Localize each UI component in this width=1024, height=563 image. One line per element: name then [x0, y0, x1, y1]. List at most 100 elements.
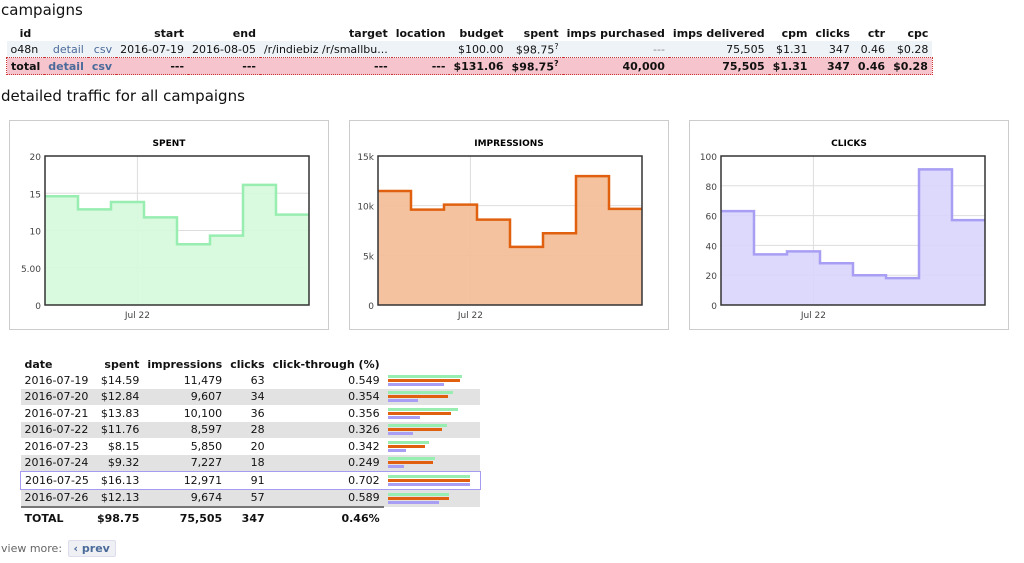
cell-end: --- [188, 57, 260, 75]
spent-note-marker[interactable]: ? [554, 58, 559, 68]
table-row[interactable]: 2016-07-26 $12.13 9,674 57 0.589 [20, 489, 481, 507]
cell-clicks: 347 [811, 41, 854, 58]
bar-spent [387, 391, 453, 395]
bar-impressions [387, 496, 449, 500]
cell-clicks: 34 [226, 388, 269, 405]
total-row: TOTAL $98.75 75,505 347 0.46% [20, 506, 481, 528]
cell-spent: $12.13 [92, 489, 144, 507]
y-tick-label: 15 [30, 190, 41, 200]
bar-spent [387, 457, 435, 461]
bar-spent [387, 474, 470, 478]
cell-clicks: 63 [250, 373, 265, 387]
data-step-2016-07-22 [144, 216, 177, 218]
data-step-2016-07-19 [721, 210, 754, 212]
bar-clicks [387, 399, 419, 403]
chart-spent: SPENT 0 5.00 10 15 20 Jul 22 [9, 120, 329, 330]
data-step-2016-07-19 [45, 195, 78, 197]
chart-title: SPENT [153, 139, 187, 149]
cell-spent: $14.59 [100, 373, 140, 387]
table-row[interactable]: 2016-07-25 $16.13 12,971 91 0.702 [19, 471, 481, 490]
chart-impressions: IMPRESSIONS 0 5k 10k 15k Jul 22 [349, 120, 669, 330]
col-header [88, 26, 116, 41]
y-tick-label: 40 [706, 242, 718, 252]
mini-bars [384, 372, 481, 389]
data-step-2016-07-24 [886, 277, 919, 279]
traffic-title: detailed traffic for all campaigns [1, 87, 245, 105]
cell-impressions: 9,674 [143, 489, 227, 507]
col-header: click-through (%) [272, 357, 380, 371]
cell-date: 2016-07-26 [20, 489, 93, 507]
table-row[interactable]: 2016-07-20 $12.84 9,607 34 0.354 [20, 388, 481, 405]
col-header: imps purchased [566, 27, 665, 40]
csv-link[interactable]: csv [91, 59, 113, 73]
cell-impressions: 9,607 [143, 388, 227, 405]
cell-imps_purchased: 40,000 [562, 57, 669, 75]
cell-clicks: 36 [250, 406, 265, 420]
data-step-2016-07-20 [754, 253, 787, 255]
col-header: clicks [230, 357, 265, 371]
cell-ctr: 0.702 [268, 471, 384, 490]
cell-clicks: 20 [250, 439, 265, 453]
cell-spent: $16.13 [92, 471, 144, 490]
prev-button[interactable]: ‹ prev [67, 540, 116, 557]
table-row[interactable]: 2016-07-19 $14.59 11,479 63 0.549 [21, 372, 481, 389]
y-tick-label: 20 [706, 272, 718, 282]
cell-budget: $131.06 [449, 57, 508, 75]
bar-impressions [387, 444, 425, 448]
cell-ctr: 0.46 [853, 57, 890, 75]
total-clicks: 347 [226, 506, 269, 528]
cell-impressions: 7,227 [143, 454, 227, 472]
y-tick-label: 15k [357, 153, 374, 163]
cell-clicks: 347 [811, 57, 854, 75]
cell-end: 2016-08-05 [188, 41, 260, 58]
table-row[interactable]: 2016-07-24 $9.32 7,227 18 0.249 [20, 454, 481, 472]
series-line [378, 174, 642, 249]
cell-clicks: 57 [226, 489, 269, 507]
cell-clicks: 28 [226, 421, 269, 438]
cell-clicks: 18 [226, 454, 269, 472]
cell-csv: csv [87, 41, 117, 58]
col-header: impressions [147, 357, 223, 371]
view-more: view more: ‹ prev [1, 540, 116, 557]
y-tick-label: 0 [35, 302, 41, 312]
mini-bars [383, 421, 481, 438]
bar-spent [387, 492, 450, 496]
data-step-2016-07-23 [510, 246, 543, 248]
col-header: target [349, 27, 388, 40]
cell-spent: $11.76 [92, 421, 144, 438]
data-step-2016-07-21 [787, 250, 820, 252]
cell-spent: $9.32 [92, 454, 144, 472]
cell-date: 2016-07-21 [24, 406, 89, 420]
cell-impressions: 11,479 [183, 373, 223, 387]
col-header: end [232, 27, 256, 40]
cell-ctr: 0.249 [268, 454, 384, 472]
cell-location [391, 41, 450, 58]
spent-note-marker[interactable]: ? [554, 41, 559, 51]
cell-spent: $12.84 [92, 388, 144, 405]
cell-budget: $100.00 [449, 41, 508, 58]
detail-link[interactable]: detail [48, 59, 84, 73]
cell-date: 2016-07-25 [19, 471, 93, 490]
detail-link[interactable]: detail [52, 42, 84, 56]
data-step-2016-07-23 [177, 243, 210, 245]
cell-spent: $8.15 [107, 439, 140, 453]
mini-bars [383, 388, 481, 405]
bar-impressions [387, 378, 461, 382]
cell-date: 2016-07-19 [24, 373, 89, 387]
data-step-2016-07-26 [609, 208, 642, 210]
table-row[interactable]: 2016-07-23 $8.15 5,850 20 0.342 [21, 438, 481, 455]
cell-start: 2016-07-19 [116, 41, 189, 58]
cell-target: --- [259, 57, 392, 75]
cell-ctr: 0.326 [268, 421, 384, 438]
col-header [44, 26, 88, 41]
data-step-2016-07-24 [210, 235, 243, 237]
table-row[interactable]: 2016-07-22 $11.76 8,597 28 0.326 [20, 421, 481, 438]
y-tick-label: 60 [706, 213, 718, 223]
table-row[interactable]: 2016-07-21 $13.83 10,100 36 0.356 [21, 405, 481, 422]
total-ctr: 0.46% [268, 506, 384, 528]
data-step-2016-07-22 [820, 262, 853, 264]
cell-spent: $13.83 [100, 406, 140, 420]
spent-value: $98.75 [515, 43, 555, 57]
csv-link[interactable]: csv [93, 42, 113, 56]
data-step-2016-07-25 [919, 168, 952, 170]
